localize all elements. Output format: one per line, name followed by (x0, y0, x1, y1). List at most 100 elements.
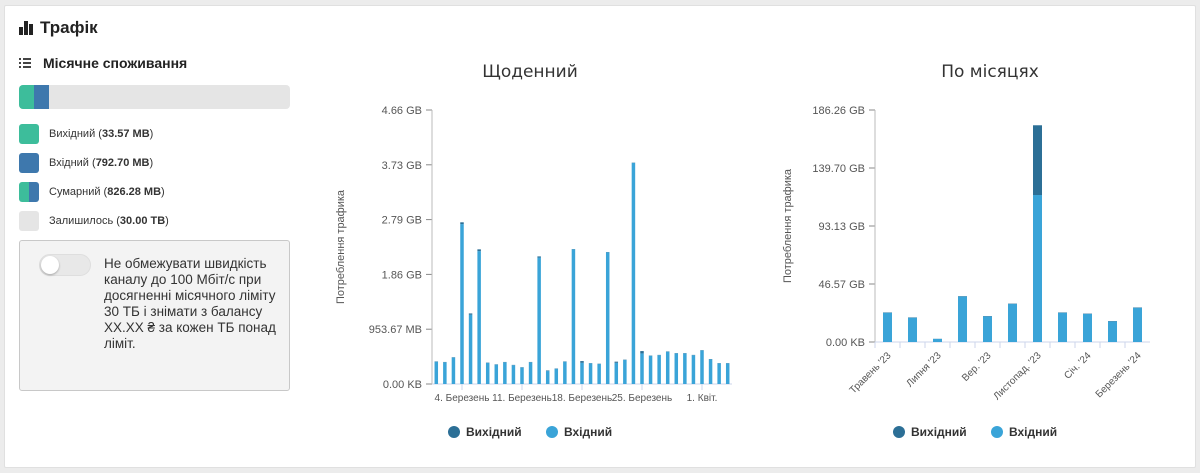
speed-limit-text: Не обмежувати швидкість каналу до 100 Мб… (104, 256, 276, 351)
y-tick-label: 93.13 GB (819, 221, 865, 233)
usage-progress-bar (19, 85, 290, 109)
monthly-title: Місячне споживання (43, 55, 188, 71)
bar-incoming (605, 252, 610, 384)
bar-incoming (485, 362, 490, 384)
outgoing-swatch (19, 123, 39, 144)
bar-incoming (477, 251, 481, 384)
bar-incoming (434, 361, 439, 384)
x-tick-label: Січ. '24 (1062, 350, 1094, 382)
legend-label: Вихідний (911, 425, 967, 439)
bar-incoming (958, 296, 967, 342)
progress-outgoing (19, 85, 34, 109)
x-tick-label: Листопад. '23 (992, 350, 1044, 402)
speed-limit-panel: Не обмежувати швидкість каналу до 100 Мб… (19, 240, 290, 391)
y-tick-label: 139.70 GB (812, 163, 865, 175)
bar-incoming (597, 364, 601, 384)
bar-incoming (708, 359, 713, 384)
x-tick-label: 25. Березень (612, 393, 672, 404)
x-tick-label: Вер. '23 (960, 350, 994, 384)
bar-outgoing (468, 313, 473, 315)
bar-incoming (443, 362, 447, 384)
bar-incoming (554, 368, 559, 384)
bar-outgoing (460, 222, 464, 225)
legend-total-label: Сумарний (49, 185, 101, 198)
y-axis-label: Потреблення трафика (782, 168, 794, 283)
legend-incoming: Вхідний (792.70 MB) (19, 148, 169, 177)
bar-incoming (537, 257, 541, 384)
card-title: Трафік (19, 18, 98, 38)
bar-incoming (563, 361, 567, 384)
legend-outgoing-label: Вихідний (49, 127, 96, 140)
bar-outgoing (580, 361, 584, 363)
x-tick-label: Березень '24 (1094, 350, 1144, 400)
legend-incoming-label: Вхідний (49, 156, 89, 169)
bar-outgoing (1033, 125, 1042, 196)
usage-legend: Вихідний (33.57 MB) Вхідний (792.70 MB) … (19, 119, 169, 235)
bar-incoming (451, 357, 456, 384)
bar-incoming (545, 371, 550, 384)
y-tick-label: 0.00 KB (826, 337, 865, 349)
bar-incoming (520, 367, 524, 384)
x-tick-label: 11. Березень (492, 393, 552, 404)
bar-incoming (588, 363, 593, 384)
bar-incoming (983, 316, 992, 342)
legend-outgoing-value: 33.57 MB (101, 127, 150, 140)
legend-marker (546, 426, 558, 438)
bar-incoming (883, 312, 892, 342)
bar-incoming (614, 362, 619, 384)
bar-incoming (580, 362, 584, 384)
legend-remaining: Залишилось (30.00 TB) (19, 206, 169, 235)
legend-remaining-label: Залишилось (49, 214, 114, 227)
list-icon (19, 58, 31, 68)
y-axis-label: Потреблення трафика (335, 189, 347, 304)
bar-incoming (657, 355, 661, 384)
daily-chart-title: Щоденний (482, 62, 578, 82)
bar-outgoing (477, 249, 481, 252)
speed-limit-toggle[interactable] (39, 254, 91, 276)
bar-incoming (683, 353, 687, 384)
bar-outgoing (640, 351, 644, 354)
progress-incoming (34, 85, 49, 109)
bar-incoming (1033, 195, 1042, 342)
bar-incoming (631, 162, 636, 384)
bar-incoming (511, 365, 516, 384)
y-tick-label: 186.26 GB (812, 105, 865, 117)
legend-marker (893, 426, 905, 438)
legend-outgoing: Вихідний (33.57 MB) (19, 119, 169, 148)
bar-outgoing (614, 361, 619, 363)
bar-incoming (717, 363, 721, 384)
bar-incoming (908, 317, 917, 342)
incoming-swatch (19, 152, 39, 173)
bar-incoming (571, 249, 576, 384)
bar-incoming (503, 362, 507, 384)
legend-label: Вхідний (1009, 425, 1057, 439)
legend-marker (991, 426, 1003, 438)
bar-incoming (460, 224, 464, 384)
bar-incoming (933, 338, 942, 342)
bar-incoming (700, 350, 704, 384)
remaining-swatch (19, 210, 39, 231)
legend-label: Вихідний (466, 425, 522, 439)
bar-incoming (1083, 313, 1092, 342)
bar-incoming (648, 355, 653, 384)
traffic-card: Трафік Місячне споживання Вихідний (33.5… (4, 5, 1196, 468)
y-tick-label: 46.57 GB (819, 279, 865, 291)
y-tick-label: 0.00 KB (383, 379, 422, 391)
legend-incoming-value: 792.70 MB (95, 156, 150, 169)
bar-chart-icon (19, 21, 34, 35)
daily-traffic-chart: 0.00 KB 953.67 MB 1.86 GB 2.79 GB 3.73 GB 4.6… (335, 105, 732, 439)
monthly-section-header: Місячне споживання (19, 55, 187, 71)
legend-marker (448, 426, 460, 438)
bar-incoming (640, 353, 644, 384)
card-title-text: Трафік (40, 18, 98, 37)
x-tick-label: Липня '23 (905, 350, 944, 389)
bar-incoming (674, 353, 679, 384)
bar-outgoing (545, 370, 550, 372)
y-tick-label: 953.67 MB (369, 324, 422, 336)
x-tick-label: 18. Березень (552, 393, 612, 404)
monthly-traffic-chart: 0.00 KB 46.57 GB 93.13 GB 139.70 GB 186.26 G… (782, 105, 1150, 439)
bar-incoming (1133, 307, 1142, 342)
toggle-knob (41, 256, 59, 274)
y-tick-label: 1.86 GB (382, 269, 422, 281)
legend-remaining-value: 30.00 TB (119, 214, 166, 227)
